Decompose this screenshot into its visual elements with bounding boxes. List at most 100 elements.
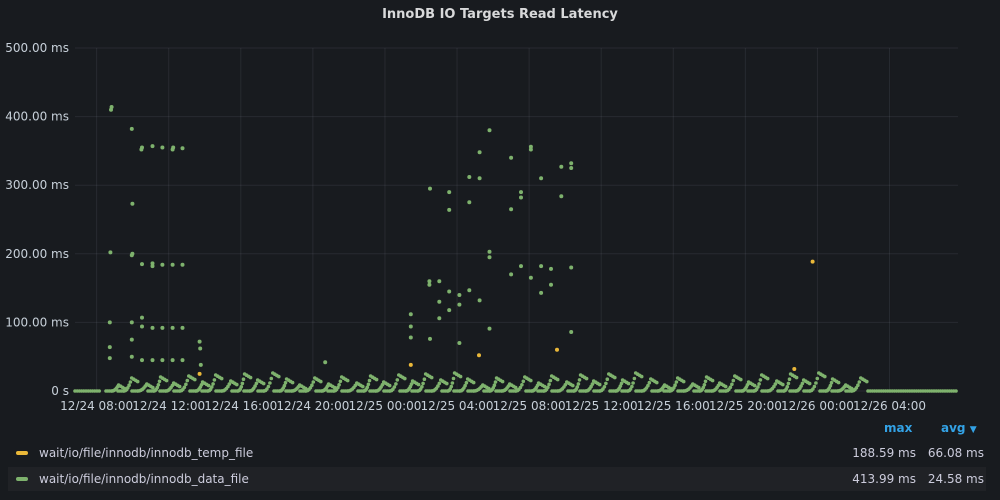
baseline-point [122,389,126,393]
baseline-point [620,382,624,386]
data-point [409,336,413,340]
baseline-point [255,382,259,386]
baseline-point [312,380,316,384]
legend-header-avg[interactable]: avg ▼ [941,421,977,435]
baseline-point [267,385,271,389]
data-point [509,207,513,211]
baseline-point [465,381,469,385]
baseline-point [739,378,743,382]
baseline-point [423,377,427,381]
scatter-chart[interactable]: 0 s 100.00 ms 200.00 ms 300.00 ms 400.00 ms 5… [0,0,1000,410]
baseline-point [206,389,210,393]
data-point [108,356,112,360]
legend-color-swatch [16,477,28,481]
baseline-point [655,381,659,385]
data-point [478,150,482,154]
data-point [529,148,533,152]
baseline-point [830,381,834,385]
data-point [569,330,573,334]
baseline-point [290,389,294,393]
baseline-point [704,380,708,384]
baseline-point [514,389,518,393]
data-point [181,146,185,150]
data-point [110,105,114,109]
baseline-point [375,378,379,382]
baseline-point [396,378,400,382]
baseline-point [446,389,450,393]
data-point [478,298,482,302]
baseline-point [756,385,760,389]
baseline-point [856,383,860,387]
baseline-point [97,389,101,393]
baseline-point [759,378,763,382]
data-point [108,320,112,324]
data-point [151,326,155,330]
data-point [181,358,185,362]
baseline-point [556,378,560,382]
data-point [140,358,144,362]
data-point [139,148,143,152]
y-tick-label: 200.00 ms [5,247,69,261]
baseline-point [320,389,324,393]
baseline-point [816,377,820,381]
baseline-point [631,381,635,385]
data-point [549,267,553,271]
baseline-point [766,389,770,393]
data-point [519,264,523,268]
data-point [488,255,492,259]
baseline-point [633,377,637,381]
baseline-point [249,376,253,380]
data-point [428,337,432,341]
data-point [569,266,573,270]
baseline-point [332,389,336,393]
baseline-point [284,381,288,385]
data-point [488,327,492,331]
legend-item-avg: 24.58 ms [928,472,984,486]
legend-item-avg: 66.08 ms [928,446,984,460]
data-point [555,348,559,352]
baseline-point [549,379,553,383]
legend-item-data-file[interactable]: wait/io/file/innodb/innodb_data_file 413… [8,467,986,491]
baseline-point [270,377,274,381]
x-tick-label: 12/24 08:00 [60,399,133,410]
baseline-point [403,377,407,381]
baseline-point [277,375,281,379]
baseline-point [514,386,518,390]
data-point [108,345,112,349]
data-point [569,166,573,170]
baseline-point [240,385,244,389]
y-axis-labels: 0 s 100.00 ms 200.00 ms 300.00 ms 400.00 ms 5… [5,41,69,398]
baseline-point [488,389,492,393]
baseline-point [346,389,350,393]
legend-header-max[interactable]: max [884,421,912,435]
legend-item-label[interactable]: wait/io/file/innodb/innodb_data_file [39,472,249,486]
baseline-point [158,380,162,384]
legend-item-max: 413.99 ms [852,472,916,486]
series-points [198,260,815,376]
legend-color-swatch [16,451,28,455]
legend-item-temp-file[interactable]: wait/io/file/innodb/innodb_temp_file 188… [8,441,986,465]
y-tick-label: 0 s [51,384,69,398]
y-tick-label: 400.00 ms [5,110,69,124]
baseline-point [836,389,840,393]
baseline-point [788,377,792,381]
data-point [447,290,451,294]
baseline-point [757,382,761,386]
baseline-point [577,382,581,386]
legend-item-label[interactable]: wait/io/file/innodb/innodb_temp_file [39,446,253,460]
data-point [477,353,481,357]
baseline-point [808,389,812,393]
baseline-point [740,389,744,393]
data-point [323,360,327,364]
baseline-point [421,382,425,386]
data-point [427,279,431,283]
data-point [559,194,563,198]
baseline-point [500,389,504,393]
data-point [539,176,543,180]
data-point [130,127,134,131]
baseline-point [794,389,798,393]
series-points [108,105,573,367]
baseline-point [613,376,617,380]
baseline-point [774,382,778,386]
baseline-point [220,389,224,393]
